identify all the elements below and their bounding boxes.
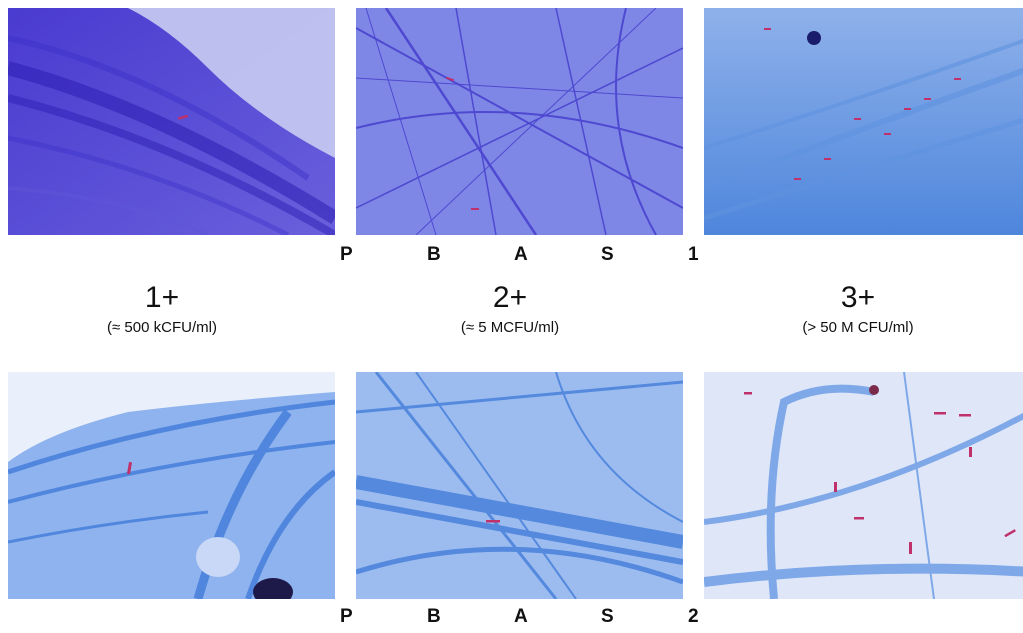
code-letter: S	[601, 606, 614, 627]
grade-concentration: (> 50 M CFU/ml)	[802, 319, 914, 336]
micrograph-top-right	[704, 8, 1023, 235]
code-row-2: P B A S 2	[320, 606, 720, 630]
code-letter: B	[427, 606, 441, 627]
code-letter: P	[340, 244, 353, 265]
grade-value: 2+	[492, 281, 528, 314]
code-letter: 2	[688, 606, 699, 627]
grade-value: 1+	[144, 281, 180, 314]
micrograph-bottom-middle	[356, 372, 683, 599]
code-letter: A	[514, 244, 528, 265]
grade-label-3: 3+ (> 50 M CFU/ml)	[728, 280, 988, 338]
code-row-1: P B A S 1	[320, 244, 720, 268]
grade-value: 3+	[840, 281, 876, 314]
micrograph-bottom-left	[8, 372, 335, 599]
grade-concentration: (≈ 500 kCFU/ml)	[107, 319, 217, 336]
grade-label-1: 1+ (≈ 500 kCFU/ml)	[32, 280, 292, 338]
code-letter: S	[601, 244, 614, 265]
micrograph-top-left	[8, 8, 335, 235]
code-letter: A	[514, 606, 528, 627]
micrograph-top-middle	[356, 8, 683, 235]
grade-concentration: (≈ 5 MCFU/ml)	[460, 319, 560, 336]
code-letter: P	[340, 606, 353, 627]
grade-label-2: 2+ (≈ 5 MCFU/ml)	[380, 280, 640, 338]
code-letter: B	[427, 244, 441, 265]
micrograph-bottom-right	[704, 372, 1023, 599]
code-letter: 1	[688, 244, 699, 265]
